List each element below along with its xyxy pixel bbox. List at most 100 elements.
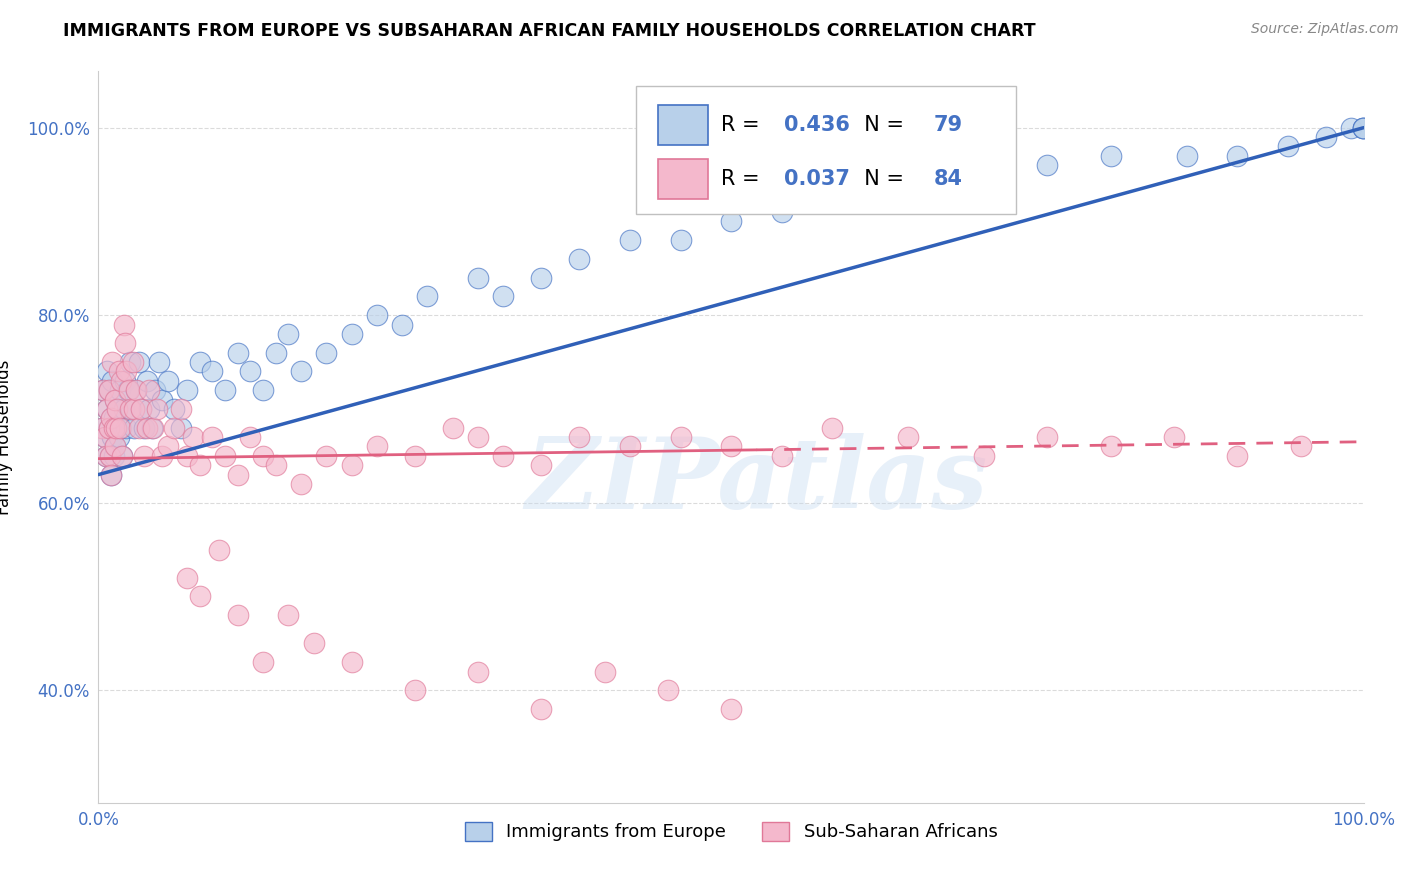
Point bbox=[226, 608, 249, 623]
Point bbox=[188, 590, 211, 604]
Point bbox=[107, 401, 129, 416]
Point bbox=[290, 477, 312, 491]
Point bbox=[163, 401, 186, 416]
Point bbox=[366, 308, 388, 322]
Point bbox=[821, 195, 844, 210]
FancyBboxPatch shape bbox=[658, 159, 709, 199]
Point bbox=[112, 318, 135, 332]
Point bbox=[290, 364, 312, 378]
Point bbox=[214, 449, 236, 463]
Point bbox=[897, 430, 920, 444]
Point bbox=[111, 449, 134, 463]
Point bbox=[252, 449, 274, 463]
Point bbox=[720, 214, 742, 228]
Point bbox=[107, 364, 129, 378]
Point bbox=[530, 702, 553, 716]
Point bbox=[619, 440, 641, 454]
Point bbox=[973, 168, 995, 182]
Point bbox=[619, 233, 641, 247]
Point bbox=[115, 364, 138, 378]
Point bbox=[103, 449, 125, 463]
Point bbox=[821, 420, 844, 434]
Point bbox=[201, 430, 224, 444]
Point bbox=[467, 430, 489, 444]
Point bbox=[1226, 149, 1249, 163]
Point bbox=[226, 467, 249, 482]
Y-axis label: Family Households: Family Households bbox=[0, 359, 13, 515]
Point bbox=[1099, 440, 1122, 454]
Point bbox=[277, 326, 299, 341]
Point bbox=[98, 449, 121, 463]
Point bbox=[157, 440, 180, 454]
Text: 84: 84 bbox=[934, 169, 963, 189]
Point bbox=[467, 270, 489, 285]
Text: ZIPatlas: ZIPatlas bbox=[526, 433, 987, 529]
Point bbox=[669, 233, 692, 247]
Point bbox=[315, 345, 337, 359]
Point bbox=[101, 355, 124, 369]
Point bbox=[214, 383, 236, 397]
Point bbox=[897, 177, 920, 191]
Point bbox=[94, 449, 117, 463]
Point bbox=[568, 252, 591, 266]
Point bbox=[157, 374, 180, 388]
Point bbox=[720, 702, 742, 716]
Point bbox=[1351, 120, 1374, 135]
Point bbox=[114, 374, 136, 388]
Point bbox=[96, 364, 118, 378]
Point bbox=[132, 420, 155, 434]
Point bbox=[104, 440, 127, 454]
Point bbox=[100, 467, 122, 482]
Point bbox=[101, 430, 124, 444]
Point bbox=[315, 449, 337, 463]
Point bbox=[163, 420, 186, 434]
Point bbox=[135, 374, 157, 388]
Point bbox=[142, 420, 165, 434]
Point bbox=[441, 420, 464, 434]
Point bbox=[492, 289, 515, 303]
Point bbox=[120, 401, 142, 416]
Point bbox=[208, 542, 231, 557]
Point bbox=[973, 449, 995, 463]
Point bbox=[108, 420, 131, 434]
Point bbox=[1036, 158, 1059, 172]
Point bbox=[530, 458, 553, 473]
Text: Source: ZipAtlas.com: Source: ZipAtlas.com bbox=[1251, 22, 1399, 37]
Point bbox=[145, 401, 167, 416]
Point bbox=[93, 383, 115, 397]
Point bbox=[150, 392, 173, 407]
Text: N =: N = bbox=[851, 169, 911, 189]
Point bbox=[105, 420, 128, 434]
Point bbox=[121, 355, 143, 369]
Point bbox=[657, 683, 679, 698]
Point bbox=[107, 430, 129, 444]
Point bbox=[103, 420, 125, 434]
Point bbox=[593, 665, 616, 679]
Point bbox=[467, 665, 489, 679]
Point bbox=[669, 430, 692, 444]
Point bbox=[1226, 449, 1249, 463]
Point bbox=[340, 458, 363, 473]
Point bbox=[131, 401, 153, 416]
Point bbox=[1175, 149, 1198, 163]
Text: N =: N = bbox=[851, 115, 911, 135]
Point bbox=[302, 636, 325, 650]
FancyBboxPatch shape bbox=[636, 86, 1015, 214]
Point bbox=[188, 458, 211, 473]
Point bbox=[94, 449, 117, 463]
Point bbox=[1340, 120, 1362, 135]
Point bbox=[128, 355, 150, 369]
Point bbox=[122, 420, 145, 434]
Point bbox=[100, 467, 122, 482]
Point bbox=[404, 683, 426, 698]
Point bbox=[1099, 149, 1122, 163]
Point bbox=[252, 383, 274, 397]
Point bbox=[93, 383, 115, 397]
Point bbox=[176, 449, 198, 463]
Point bbox=[183, 430, 205, 444]
Text: 0.037: 0.037 bbox=[785, 169, 851, 189]
Point bbox=[1315, 130, 1337, 145]
Point bbox=[176, 383, 198, 397]
Point bbox=[770, 449, 793, 463]
Point bbox=[1277, 139, 1299, 153]
